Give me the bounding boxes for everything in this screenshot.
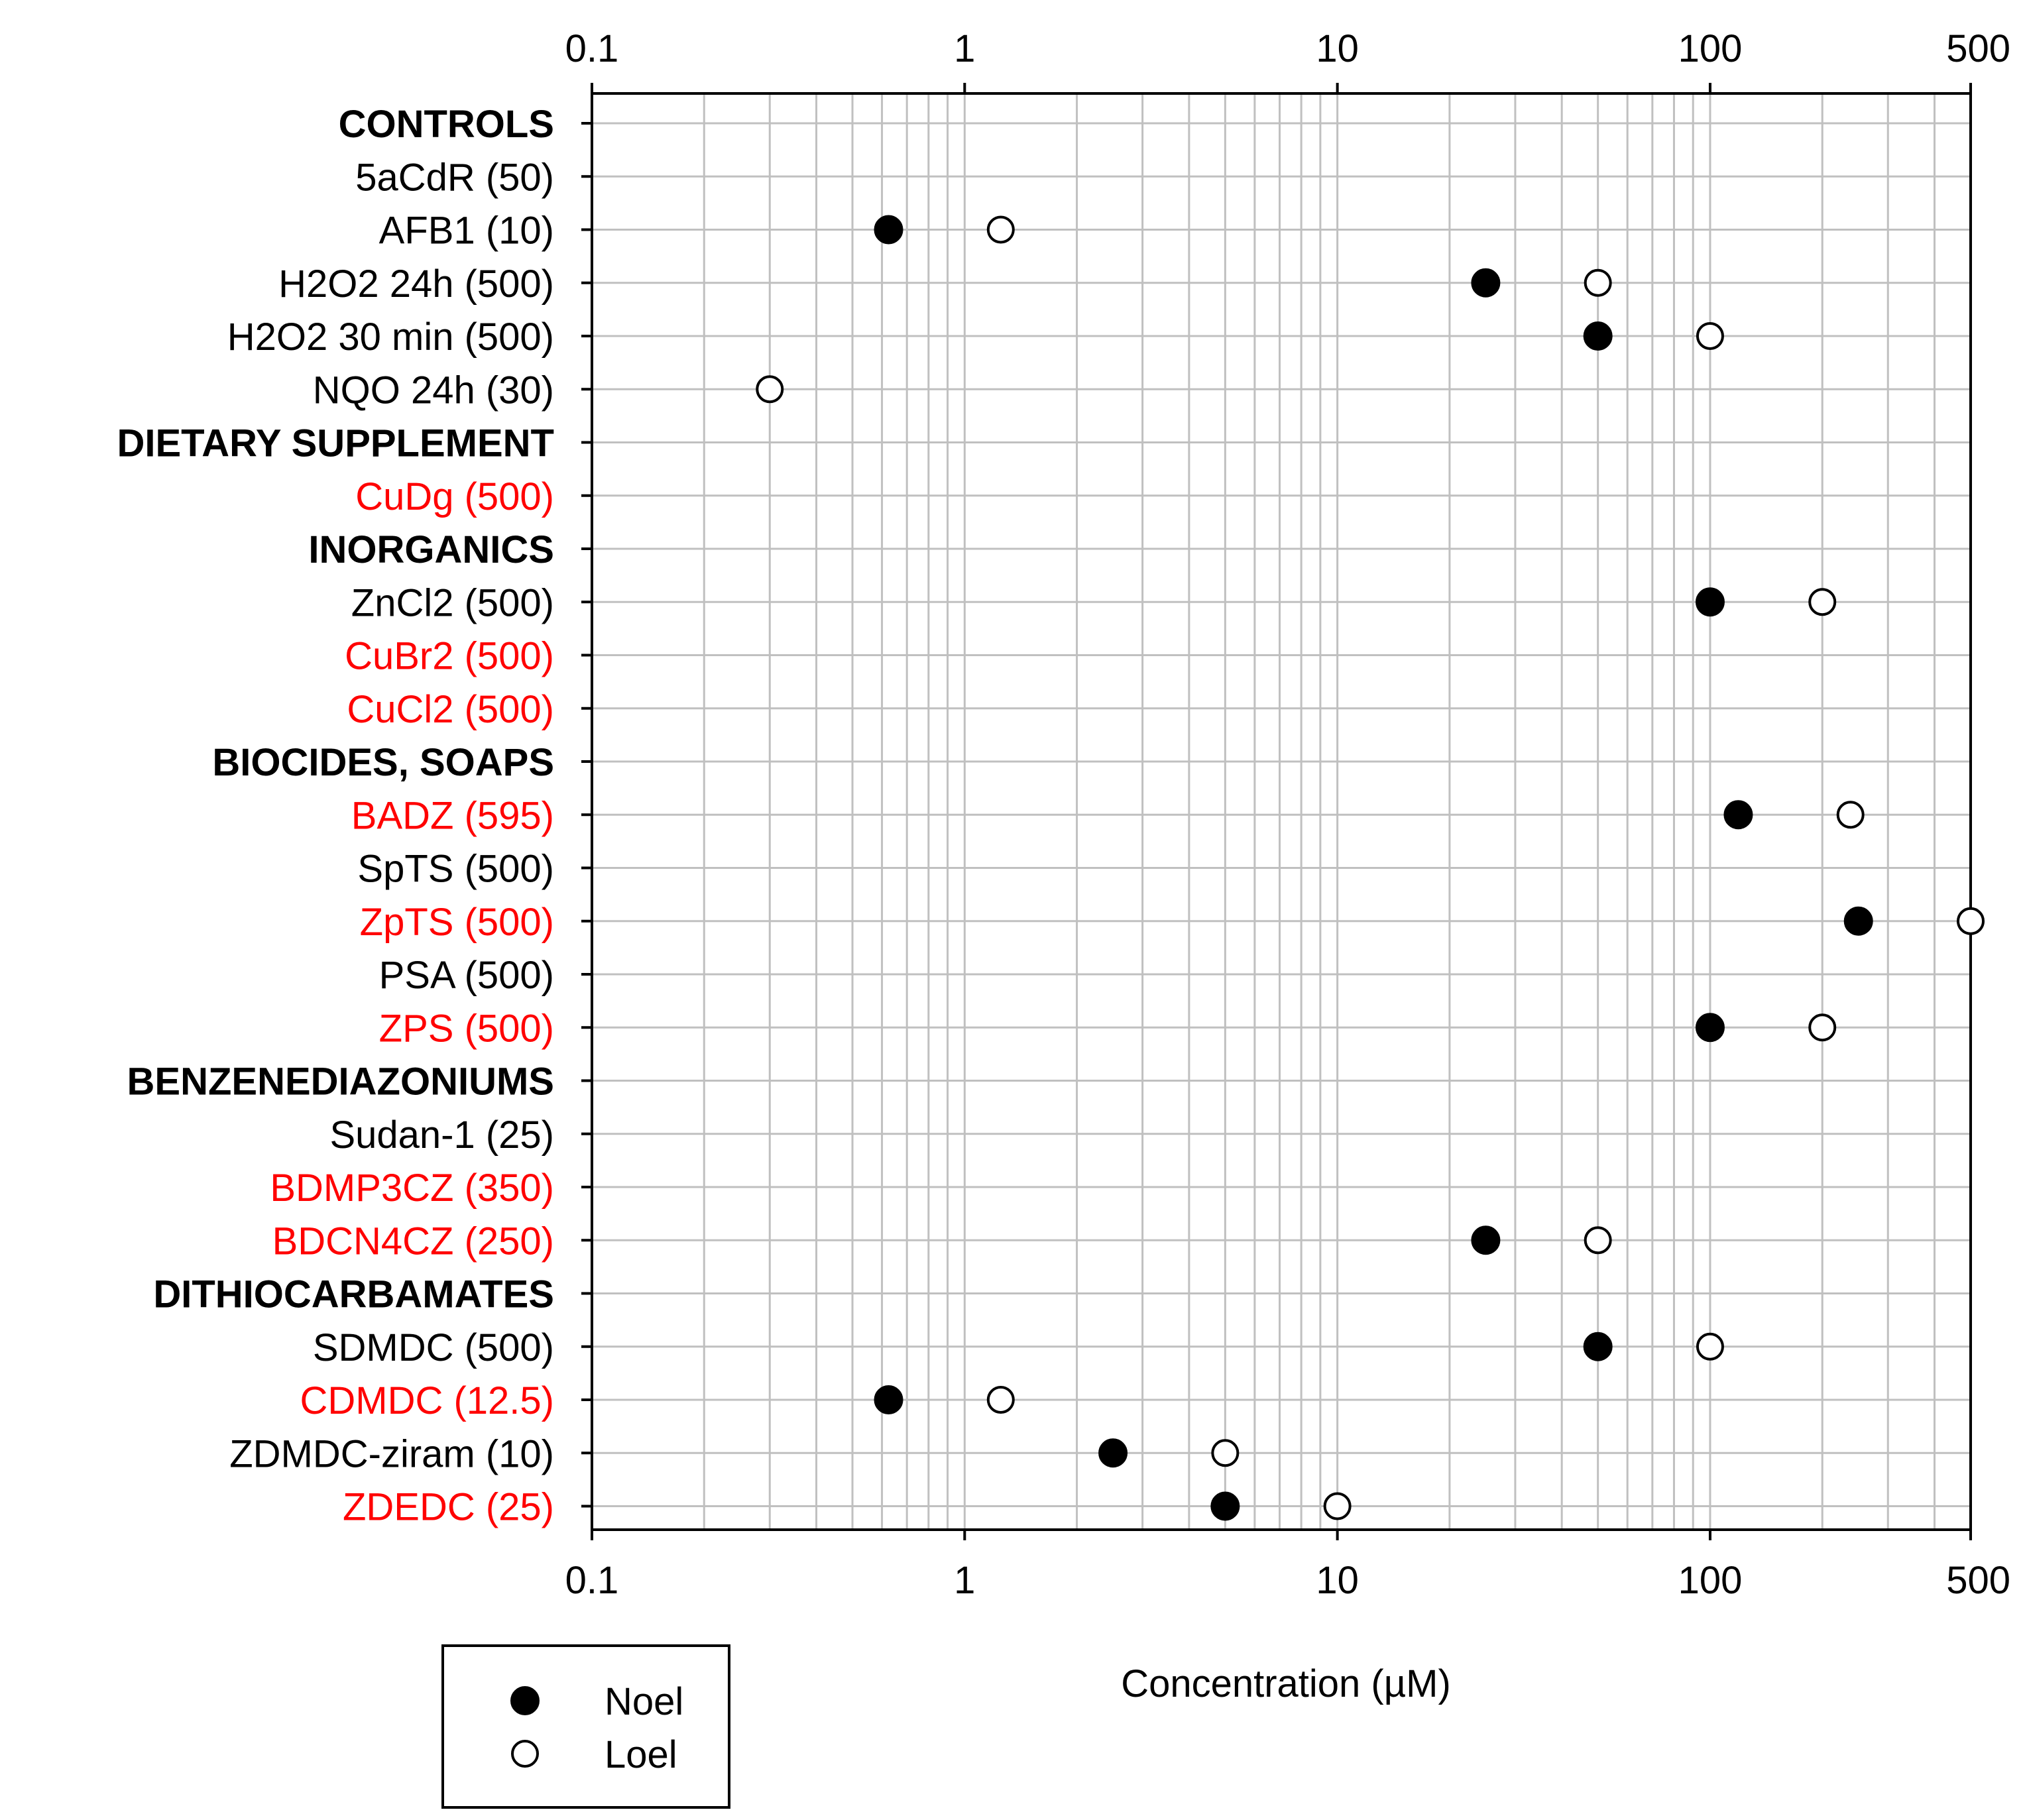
x-tick-label-bottom: 500 <box>1946 1559 2010 1602</box>
point-loel-h2o2-24h-500 <box>1584 268 1612 297</box>
x-tick-label-bottom: 10 <box>1316 1559 1359 1602</box>
row-label-sdmdc-500: SDMDC (500) <box>313 1326 554 1369</box>
row-label-dithiocarbamates: DITHIOCARBAMATES <box>153 1273 554 1316</box>
point-loel-afb1-10 <box>986 215 1015 244</box>
point-noel-zps-500 <box>1695 1013 1725 1043</box>
point-loel-cdmdc-12-5 <box>986 1386 1015 1414</box>
point-noel-afb1-10 <box>874 215 903 245</box>
row-label-benzenediazoniums: BENZENEDIAZONIUMS <box>127 1060 554 1104</box>
row-label-badz-595: BADZ (595) <box>351 794 554 837</box>
row-label-spts-500: SpTS (500) <box>357 848 554 891</box>
legend: Noel Loel <box>441 1644 730 1809</box>
row-label-zdedc-25: ZDEDC (25) <box>343 1486 554 1529</box>
point-loel-zdmdc-ziram-10 <box>1211 1439 1240 1467</box>
point-noel-sdmdc-500 <box>1583 1332 1613 1361</box>
row-label-cucl2-500: CuCl2 (500) <box>347 688 554 731</box>
x-tick-label-top: 1 <box>954 27 975 70</box>
x-tick-label-top: 10 <box>1316 27 1359 70</box>
x-tick-label-bottom: 0.1 <box>565 1559 619 1602</box>
point-loel-zncl2-500 <box>1808 588 1837 616</box>
x-tick-label-top: 100 <box>1678 27 1743 70</box>
row-label-nqo-24h-30: NQO 24h (30) <box>313 369 554 412</box>
row-label-h2o2-30-min-500: H2O2 30 min (500) <box>227 315 554 359</box>
row-label-cudg-500: CuDg (500) <box>355 475 554 518</box>
legend-marker-noel <box>510 1686 540 1715</box>
row-label-zncl2-500: ZnCl2 (500) <box>351 581 554 624</box>
point-noel-bdcn4cz-250 <box>1471 1225 1501 1255</box>
x-tick-label-top: 0.1 <box>565 27 619 70</box>
point-loel-zpts-500 <box>1957 907 1985 935</box>
plot-frame <box>591 92 1972 1531</box>
row-label-zpts-500: ZpTS (500) <box>360 901 554 944</box>
row-label-biocides-soaps: BIOCIDES, SOAPS <box>212 741 554 784</box>
row-label-inorganics: INORGANICS <box>308 528 554 571</box>
axis-ticks: 0.1 0.1 1 1 10 10 100 100 500 500 <box>565 27 2010 1602</box>
point-noel-badz-595 <box>1723 800 1753 830</box>
row-label-zps-500: ZPS (500) <box>379 1007 554 1050</box>
x-tick-label-bottom: 100 <box>1678 1559 1743 1602</box>
x-tick-label-top: 500 <box>1946 27 2010 70</box>
point-noel-zncl2-500 <box>1695 587 1725 617</box>
row-labels: CONTROLS 5aCdR (50) AFB1 (10) H2O2 24h (500… <box>117 103 554 1529</box>
point-loel-zdedc-25 <box>1323 1492 1352 1520</box>
point-noel-h2o2-24h-500 <box>1471 268 1501 298</box>
row-label-bdcn4cz-250: BDCN4CZ (250) <box>272 1220 554 1263</box>
point-loel-sdmdc-500 <box>1696 1332 1724 1361</box>
x-tick-label-bottom: 1 <box>954 1559 975 1602</box>
legend-label-loel: Loel <box>605 1733 677 1776</box>
point-noel-zdedc-25 <box>1210 1491 1240 1521</box>
grid <box>591 93 1972 1530</box>
point-loel-bdcn4cz-250 <box>1584 1226 1612 1255</box>
legend-marker-loel <box>511 1740 539 1768</box>
point-loel-h2o2-30-min-500 <box>1696 322 1724 350</box>
row-label-sudan-1-25: Sudan-1 (25) <box>329 1113 554 1157</box>
row-label-zdmdc-ziram-10: ZDMDC-ziram (10) <box>229 1432 554 1475</box>
row-label-afb1-10: AFB1 (10) <box>379 209 554 253</box>
row-label-controls: CONTROLS <box>339 103 554 146</box>
row-label-cdmdc-12-5: CDMDC (12.5) <box>300 1379 555 1422</box>
row-label-h2o2-24h-500: H2O2 24h (500) <box>278 262 554 306</box>
row-label-cubr2-500: CuBr2 (500) <box>345 635 554 678</box>
point-noel-cdmdc-12-5 <box>874 1385 903 1414</box>
point-noel-zdmdc-ziram-10 <box>1098 1438 1128 1468</box>
row-label-bdmp3cz-350: BDMP3CZ (350) <box>270 1166 554 1210</box>
legend-label-noel: Noel <box>605 1680 683 1723</box>
point-loel-zps-500 <box>1808 1013 1837 1042</box>
row-label-5acdr-50: 5aCdR (50) <box>355 156 554 199</box>
point-noel-h2o2-30-min-500 <box>1583 321 1613 351</box>
legend-box <box>441 1644 730 1809</box>
row-label-dietary-supplement: DIETARY SUPPLEMENT <box>117 422 554 465</box>
point-loel-nqo-24h-30 <box>756 375 784 404</box>
x-axis-label: Concentration (µM) <box>1121 1662 1451 1705</box>
point-noel-zpts-500 <box>1843 906 1873 936</box>
row-label-psa-500: PSA (500) <box>379 954 554 997</box>
point-loel-badz-595 <box>1836 801 1865 829</box>
data-points <box>756 215 1985 1521</box>
